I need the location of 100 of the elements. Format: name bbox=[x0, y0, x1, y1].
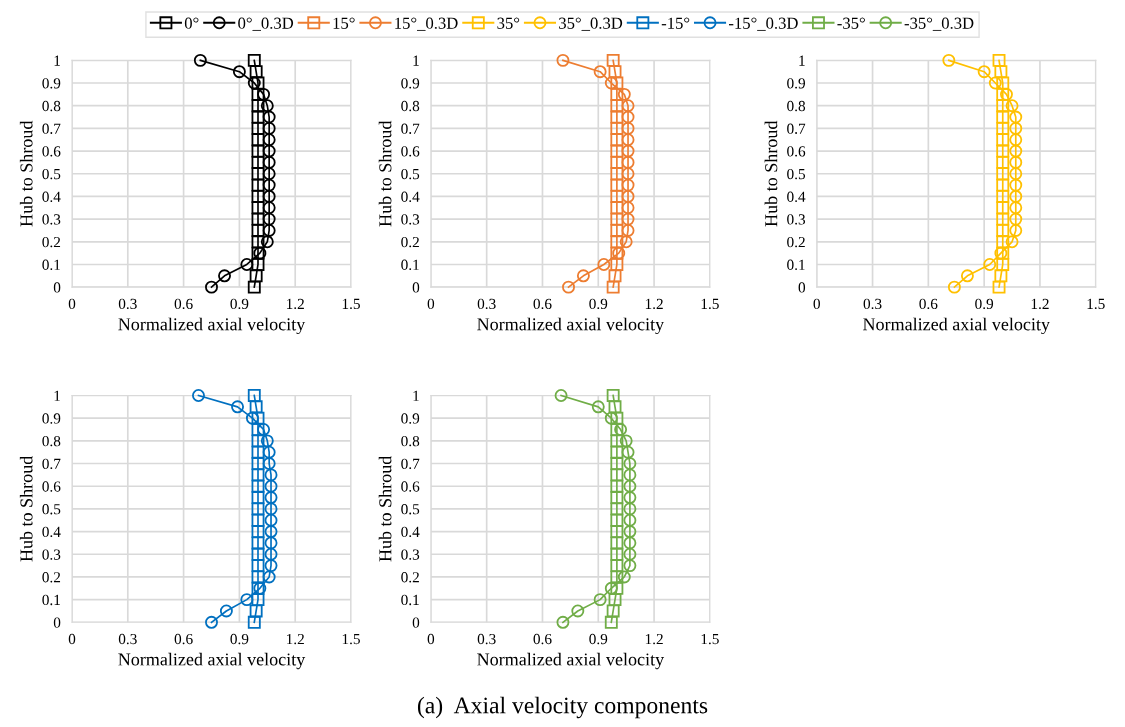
point bbox=[262, 110, 276, 124]
x-tick-label: 0 bbox=[813, 298, 820, 310]
x-tick-label: 0 bbox=[68, 298, 76, 310]
point bbox=[610, 201, 624, 215]
point bbox=[994, 65, 1008, 79]
y-tick-label: 0.4 bbox=[401, 191, 420, 202]
y-tick-label: 0.6 bbox=[401, 481, 420, 492]
point bbox=[621, 201, 635, 215]
x-tick-label: 0.6 bbox=[533, 633, 552, 645]
point bbox=[251, 491, 265, 505]
point bbox=[1009, 212, 1023, 226]
point bbox=[610, 155, 624, 169]
point bbox=[251, 87, 265, 101]
point bbox=[264, 547, 278, 561]
point bbox=[996, 144, 1010, 158]
y-tick-label: 1 bbox=[799, 55, 805, 66]
point bbox=[251, 167, 265, 181]
y-tick-label: 0.8 bbox=[42, 100, 61, 112]
point bbox=[251, 99, 265, 113]
point bbox=[264, 468, 278, 482]
y-axis-title: Hub to Shroud bbox=[378, 120, 392, 227]
x-axis-title: Normalized axial velocity bbox=[118, 652, 306, 670]
x-tick-label: 0.3 bbox=[477, 633, 496, 645]
y-axis-title: Hub to Shroud bbox=[764, 120, 778, 227]
point bbox=[262, 212, 276, 226]
point bbox=[251, 434, 265, 448]
y-tick-label: 0.2 bbox=[401, 572, 419, 583]
y-tick-label: 0.9 bbox=[787, 78, 806, 89]
x-axis-title: Normalized axial velocity bbox=[118, 317, 306, 335]
x-tick-label: 0.3 bbox=[118, 633, 137, 645]
point bbox=[593, 593, 607, 607]
point bbox=[606, 280, 620, 294]
text: (a) Axial velocity components bbox=[417, 696, 708, 719]
point bbox=[251, 457, 265, 470]
point bbox=[623, 479, 637, 493]
point bbox=[610, 491, 624, 505]
x-axis-title: Normalized axial velocity bbox=[477, 652, 665, 670]
point bbox=[1009, 201, 1023, 215]
point bbox=[571, 604, 585, 618]
point bbox=[264, 479, 278, 493]
point bbox=[610, 559, 624, 573]
point bbox=[623, 468, 637, 482]
point bbox=[604, 76, 618, 90]
point bbox=[251, 223, 265, 237]
point bbox=[621, 167, 635, 181]
point bbox=[262, 223, 276, 237]
point bbox=[249, 604, 263, 618]
point bbox=[621, 223, 635, 237]
point bbox=[251, 212, 265, 226]
point bbox=[251, 547, 265, 561]
x-tick-label: 0.6 bbox=[919, 298, 938, 310]
x-tick-label: 1.5 bbox=[701, 633, 719, 645]
point bbox=[610, 223, 624, 237]
point bbox=[608, 65, 622, 79]
x-tick-label: 0.3 bbox=[863, 298, 882, 310]
x-tick-label: 0.3 bbox=[118, 298, 137, 310]
point bbox=[994, 269, 1008, 283]
y-tick-label: 0.8 bbox=[42, 435, 61, 447]
point bbox=[992, 53, 1006, 67]
point bbox=[610, 479, 624, 493]
legend-label: -35° bbox=[837, 17, 865, 29]
point bbox=[1009, 144, 1023, 158]
point bbox=[251, 502, 265, 516]
point bbox=[996, 235, 1010, 249]
y-tick-label: 1 bbox=[54, 55, 60, 66]
point bbox=[249, 65, 263, 79]
point bbox=[996, 178, 1010, 192]
point bbox=[260, 434, 274, 448]
point bbox=[576, 269, 590, 283]
point bbox=[621, 121, 635, 135]
y-axis-title: Hub to Shroud bbox=[19, 120, 33, 227]
y-tick-label: 0.5 bbox=[401, 168, 420, 180]
point bbox=[610, 547, 624, 561]
point bbox=[260, 99, 274, 113]
point bbox=[251, 570, 265, 584]
point bbox=[232, 65, 246, 79]
y-tick-label: 0.5 bbox=[42, 504, 61, 515]
point bbox=[606, 389, 620, 402]
point bbox=[610, 121, 624, 135]
y-tick-label: 0.9 bbox=[42, 78, 61, 89]
point bbox=[251, 144, 265, 158]
point bbox=[264, 559, 278, 573]
point bbox=[251, 76, 265, 90]
point bbox=[610, 167, 624, 181]
y-tick-label: 0.2 bbox=[42, 572, 61, 583]
point bbox=[617, 570, 631, 584]
x-tick-label: 0.9 bbox=[975, 298, 994, 310]
y-tick-label: 0.2 bbox=[401, 236, 419, 248]
y-tick-label: 0.6 bbox=[42, 481, 61, 492]
y-tick-label: 0.5 bbox=[42, 168, 61, 180]
point bbox=[192, 389, 205, 402]
x-tick-label: 0.9 bbox=[230, 633, 249, 645]
point bbox=[251, 479, 265, 493]
point bbox=[960, 269, 974, 283]
y-tick-label: 0.1 bbox=[42, 259, 60, 270]
point bbox=[610, 445, 624, 459]
point bbox=[623, 491, 637, 505]
point bbox=[562, 280, 575, 294]
point bbox=[608, 593, 622, 607]
y-tick-label: 0.5 bbox=[401, 504, 420, 515]
